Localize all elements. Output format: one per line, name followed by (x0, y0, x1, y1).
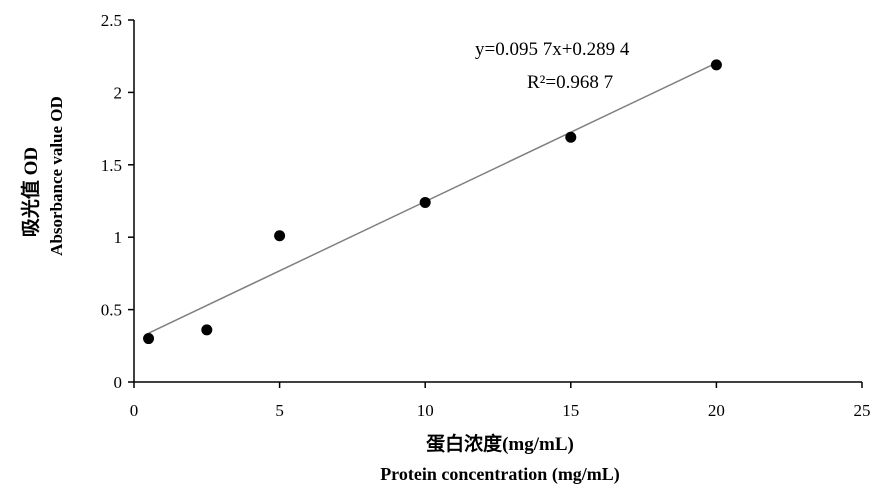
y-tick-label: 2 (114, 83, 123, 102)
y-tick-label: 2.5 (101, 11, 122, 30)
x-axis-title-en: Protein concentration (mg/mL) (380, 464, 620, 485)
y-tick-label: 0.5 (101, 301, 122, 320)
data-point (274, 230, 286, 242)
axes (133, 20, 862, 383)
x-tick-label: 15 (562, 401, 579, 420)
x-tick-label: 25 (854, 401, 871, 420)
y-ticks: 0 0.5 1 1.5 2 2.5 (101, 11, 134, 392)
y-tick-label: 1 (114, 228, 123, 247)
x-axis-title-cn: 蛋白浓度(mg/mL) (426, 432, 574, 455)
equation-label: y=0.095 7x+0.289 4 (475, 39, 630, 60)
data-point (565, 131, 577, 143)
data-point (143, 333, 155, 345)
y-axis-title-en: Absorbance value OD (47, 96, 66, 256)
trendline (148, 62, 717, 334)
data-points (143, 59, 722, 345)
data-point (201, 324, 213, 336)
y-axis-title-cn: 吸光值 OD (19, 147, 42, 237)
data-point (419, 196, 431, 208)
x-tick-label: 5 (275, 401, 284, 420)
y-tick-label: 1.5 (101, 156, 122, 175)
y-tick-label: 0 (114, 373, 123, 392)
r2-label: R²=0.968 7 (527, 72, 613, 93)
x-ticks: 0 5 10 15 20 25 (130, 382, 871, 420)
x-tick-label: 20 (708, 401, 725, 420)
data-point (710, 59, 722, 71)
x-tick-label: 10 (417, 401, 434, 420)
x-tick-label: 0 (130, 401, 139, 420)
